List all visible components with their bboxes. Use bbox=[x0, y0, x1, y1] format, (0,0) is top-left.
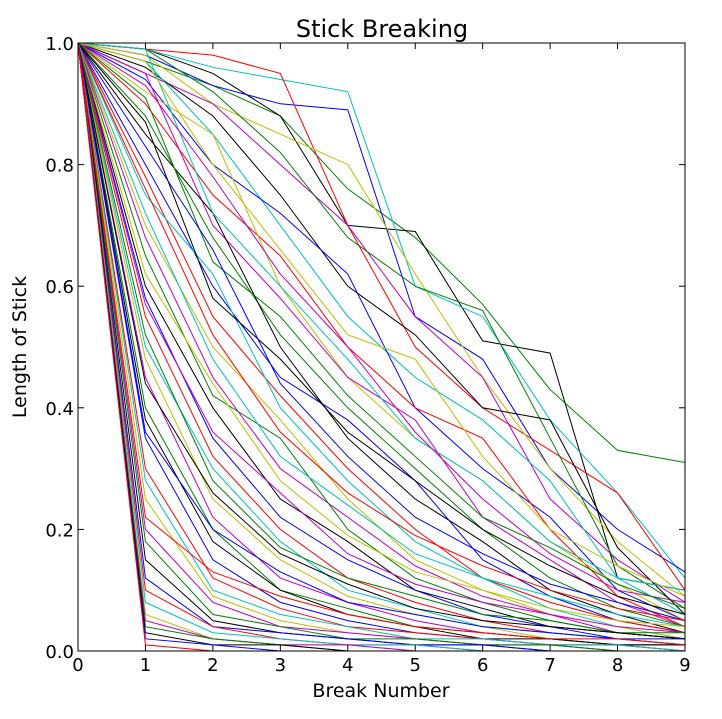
series-line-8 bbox=[77, 42, 686, 609]
y-tick-label-0.4: 0.4 bbox=[45, 399, 74, 420]
x-tick-label-6: 6 bbox=[477, 655, 488, 676]
series-line-36 bbox=[77, 42, 685, 652]
y-axis-label: Length of Stick bbox=[9, 276, 31, 418]
x-axis-label: Break Number bbox=[312, 680, 449, 702]
x-tick-label-4: 4 bbox=[342, 655, 353, 676]
x-tick-label-1: 1 bbox=[140, 655, 151, 676]
x-tick-label-2: 2 bbox=[207, 655, 218, 676]
y-tick-label-1.0: 1.0 bbox=[45, 34, 74, 55]
series-line-58 bbox=[77, 42, 686, 640]
series-line-9 bbox=[77, 42, 686, 615]
x-tick-label-5: 5 bbox=[409, 655, 420, 676]
series-line-5 bbox=[77, 42, 686, 591]
y-tick-label-0.8: 0.8 bbox=[45, 156, 74, 177]
y-tick-label-0.6: 0.6 bbox=[45, 277, 74, 298]
series-line-6 bbox=[77, 42, 686, 597]
series-line-18 bbox=[77, 42, 686, 634]
series-line-60 bbox=[77, 42, 686, 646]
x-tick-label-9: 9 bbox=[679, 655, 690, 676]
x-tick-label-3: 3 bbox=[275, 655, 286, 676]
series-line-51 bbox=[77, 42, 686, 616]
series-line-17 bbox=[77, 42, 686, 634]
series-line-19 bbox=[77, 42, 686, 640]
chart-title: Stick Breaking bbox=[296, 15, 468, 43]
x-tick-label-0: 0 bbox=[72, 655, 83, 676]
x-axis-ticks: 0 1 2 3 4 5 6 7 8 9 bbox=[72, 43, 691, 676]
series-line-50 bbox=[77, 42, 686, 609]
series-line-2 bbox=[77, 42, 686, 591]
series-line-56 bbox=[77, 42, 686, 634]
plot-frame bbox=[77, 42, 686, 652]
series-line-55 bbox=[77, 42, 686, 628]
series-line-57 bbox=[77, 42, 685, 634]
y-axis-ticks: 0.0 0.2 0.4 0.6 0.8 1.0 bbox=[45, 34, 685, 663]
series-line-54 bbox=[77, 42, 686, 628]
series-line-33 bbox=[77, 42, 686, 652]
x-tick-label-8: 8 bbox=[612, 655, 623, 676]
series-line-59 bbox=[77, 42, 685, 640]
x-tick-label-7: 7 bbox=[544, 655, 555, 676]
series-line-53 bbox=[77, 42, 686, 622]
y-tick-label-0.2: 0.2 bbox=[45, 520, 74, 541]
y-tick-label-0.0: 0.0 bbox=[45, 642, 74, 663]
series-line-3 bbox=[77, 42, 686, 579]
series-line-21 bbox=[77, 42, 686, 640]
series-line-16 bbox=[77, 42, 686, 634]
series-line-49 bbox=[77, 42, 686, 603]
series-line-11 bbox=[77, 42, 686, 622]
series-line-52 bbox=[77, 42, 686, 622]
series-line-48 bbox=[77, 42, 686, 597]
